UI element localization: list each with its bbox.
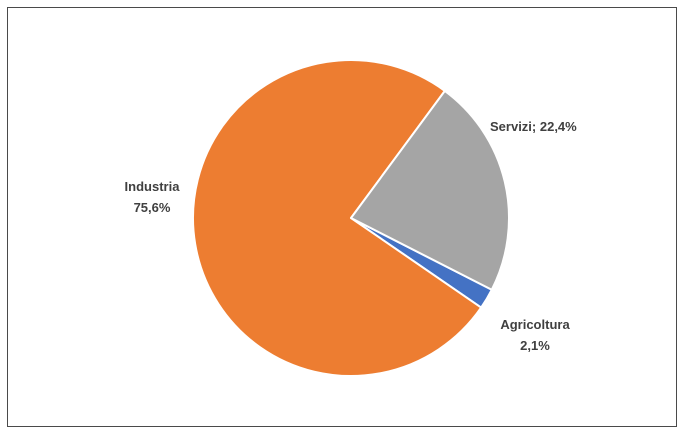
pie-slice-servizi (350, 89, 510, 291)
label-agricoltura-value: 2,1% (520, 338, 550, 353)
pie-slices (192, 59, 510, 377)
label-agricoltura-name: Agricoltura (500, 317, 570, 332)
label-industria-value: 75,6% (134, 200, 171, 215)
label-industria-name: Industria (125, 179, 181, 194)
label-servizi: Servizi; 22,4% (490, 119, 577, 134)
